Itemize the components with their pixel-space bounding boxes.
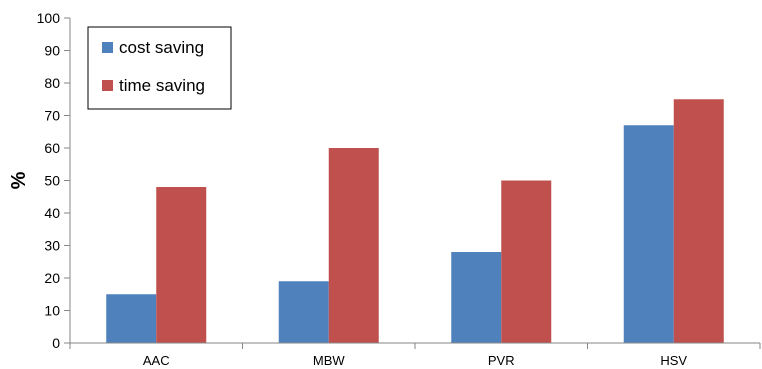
y-tick-label: 60 xyxy=(44,140,60,156)
bar-time-saving-mbw xyxy=(328,148,379,343)
bar-time-saving-aac xyxy=(156,187,207,343)
y-tick-label: 80 xyxy=(44,75,60,91)
bar-cost-saving-mbw xyxy=(278,281,329,343)
x-tick-label: MBW xyxy=(313,353,346,368)
y-axis-label: % xyxy=(8,171,30,189)
legend-label: time saving xyxy=(119,76,205,95)
y-tick-label: 10 xyxy=(44,303,60,319)
legend-swatch xyxy=(102,42,113,53)
y-tick-label: 30 xyxy=(44,238,60,254)
bar-cost-saving-hsv xyxy=(623,125,674,343)
legend: cost saving time saving xyxy=(87,26,232,110)
y-tick-label: 20 xyxy=(44,270,60,286)
bar-time-saving-pvr xyxy=(501,180,552,343)
x-axis-ticks: AAC MBW PVR HSV xyxy=(69,343,761,368)
y-tick-label: 50 xyxy=(44,173,60,189)
bar-time-saving-hsv xyxy=(673,99,724,343)
y-tick-label: 0 xyxy=(52,335,60,351)
y-axis-ticks: 0 10 20 30 40 50 60 70 80 90 100 xyxy=(37,10,70,351)
legend-label: cost saving xyxy=(119,38,204,57)
legend-box xyxy=(87,26,232,110)
bars xyxy=(106,99,724,343)
bar-cost-saving-pvr xyxy=(451,252,502,343)
y-tick-label: 90 xyxy=(44,43,60,59)
x-tick-label: PVR xyxy=(488,353,515,368)
legend-swatch xyxy=(102,80,113,91)
x-tick-label: HSV xyxy=(660,353,687,368)
y-tick-label: 40 xyxy=(44,205,60,221)
x-tick-label: AAC xyxy=(143,353,170,368)
y-tick-label: 100 xyxy=(37,10,61,26)
y-tick-label: 70 xyxy=(44,108,60,124)
bar-cost-saving-aac xyxy=(106,294,157,343)
